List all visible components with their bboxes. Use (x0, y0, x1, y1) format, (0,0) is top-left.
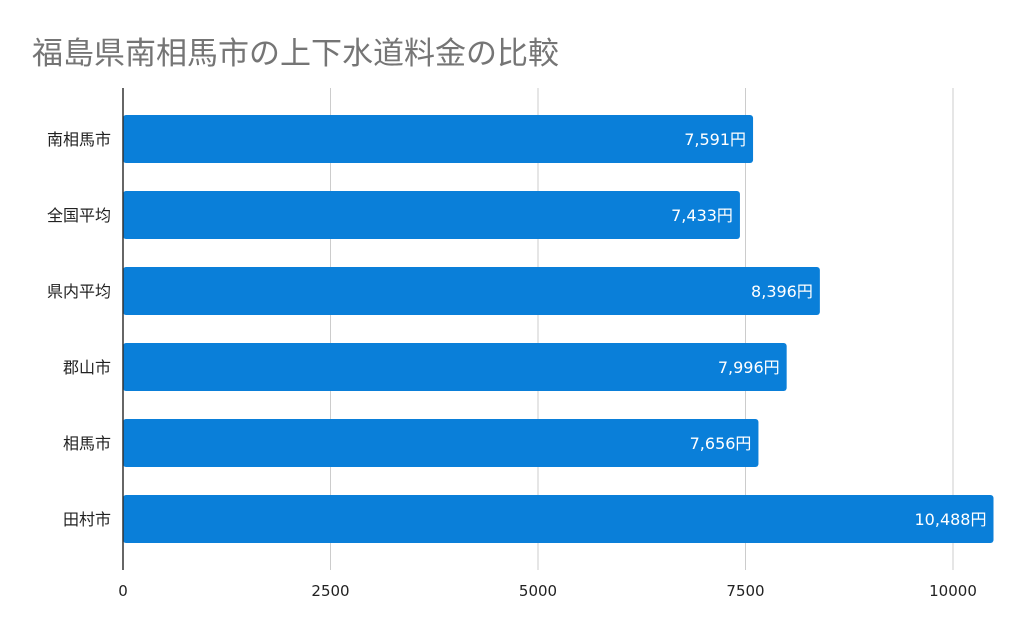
bar (123, 343, 787, 391)
x-tick-label: 10000 (929, 582, 977, 600)
bar (123, 419, 759, 467)
data-label: 7,656円 (690, 434, 752, 453)
bar (123, 267, 820, 315)
data-label: 10,488円 (915, 510, 987, 529)
data-label: 7,433円 (671, 206, 733, 225)
data-label: 8,396円 (751, 282, 813, 301)
data-label: 7,591円 (684, 130, 746, 149)
category-label: 郡山市 (63, 358, 111, 377)
x-tick-label: 2500 (311, 582, 349, 600)
x-tick-label: 7500 (726, 582, 764, 600)
category-label: 全国平均 (47, 206, 111, 225)
category-label: 南相馬市 (47, 130, 111, 149)
bar (123, 191, 740, 239)
bar (123, 115, 754, 163)
category-label: 相馬市 (63, 434, 111, 453)
chart-title: 福島県南相馬市の上下水道料金の比較 (32, 36, 559, 72)
bar (123, 495, 994, 543)
x-tick-label: 5000 (519, 582, 557, 600)
category-label: 県内平均 (47, 282, 111, 301)
data-label: 7,996円 (718, 358, 780, 377)
x-tick-label: 0 (118, 582, 128, 600)
category-label: 田村市 (63, 510, 111, 529)
